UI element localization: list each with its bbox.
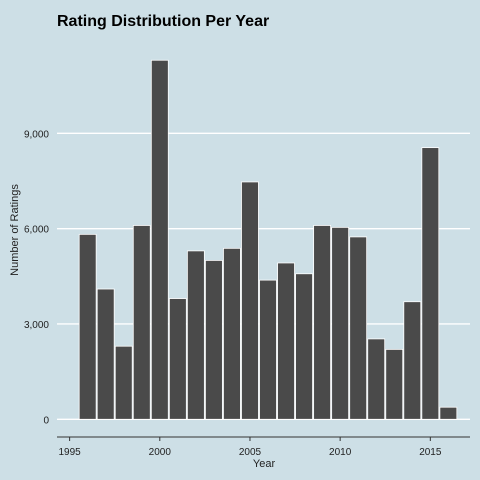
bar-2003 bbox=[205, 260, 223, 420]
y-axis-ticks: 0 3,000 6,000 9,000 bbox=[24, 129, 49, 426]
bar-2004 bbox=[223, 247, 241, 420]
bar-2016 bbox=[439, 406, 458, 420]
bar-1999 bbox=[132, 225, 151, 420]
bar-1997 bbox=[96, 288, 115, 420]
y-axis-label: Number of Ratings bbox=[9, 184, 21, 276]
y-tick-label: 3,000 bbox=[24, 320, 49, 331]
y-tick-label: 9,000 bbox=[24, 129, 49, 140]
bar-2008 bbox=[295, 273, 313, 420]
bar-2006 bbox=[259, 279, 277, 420]
bar-1998 bbox=[114, 345, 133, 420]
x-tick-label: 2010 bbox=[329, 447, 352, 458]
bars bbox=[78, 59, 458, 420]
x-axis-label: Year bbox=[253, 458, 276, 470]
bar-2001 bbox=[168, 298, 187, 420]
bar-2009 bbox=[313, 225, 331, 420]
bar-2007 bbox=[277, 262, 295, 420]
x-axis-ticks: 1995 2000 2005 2010 2015 bbox=[58, 437, 442, 458]
chart-title: Rating Distribution Per Year bbox=[57, 13, 269, 30]
x-tick-label: 2015 bbox=[419, 447, 442, 458]
bar-2005 bbox=[241, 181, 259, 420]
bar-2014 bbox=[403, 301, 422, 420]
bar-2013 bbox=[385, 348, 404, 420]
bar-2012 bbox=[367, 338, 386, 420]
y-tick-label: 6,000 bbox=[24, 225, 49, 236]
bar-1996 bbox=[78, 233, 97, 420]
bar-2010 bbox=[331, 226, 350, 420]
x-tick-label: 2005 bbox=[239, 447, 262, 458]
x-tick-label: 2000 bbox=[149, 447, 172, 458]
bar-2000 bbox=[150, 59, 169, 420]
x-tick-label: 1995 bbox=[58, 447, 81, 458]
bar-2015 bbox=[421, 147, 440, 420]
bar-2002 bbox=[186, 250, 205, 420]
y-tick-label: 0 bbox=[43, 415, 49, 426]
bar-2011 bbox=[349, 236, 368, 420]
